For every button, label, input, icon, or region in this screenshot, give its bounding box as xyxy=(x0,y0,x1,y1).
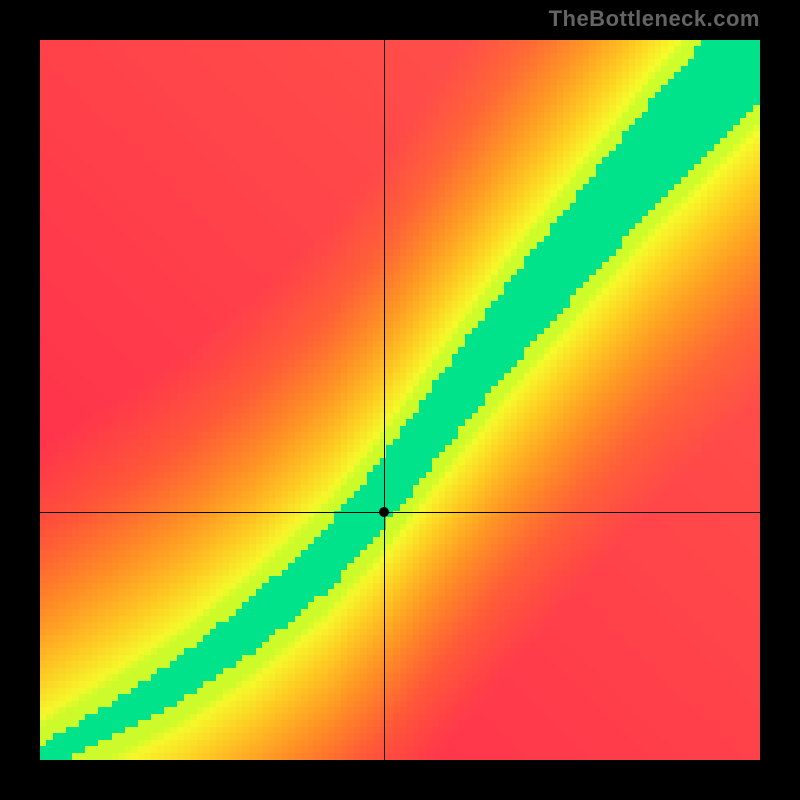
chart-container: TheBottleneck.com xyxy=(0,0,800,800)
watermark-label: TheBottleneck.com xyxy=(549,6,760,32)
heatmap-canvas xyxy=(40,40,760,760)
heatmap-plot xyxy=(40,40,760,760)
